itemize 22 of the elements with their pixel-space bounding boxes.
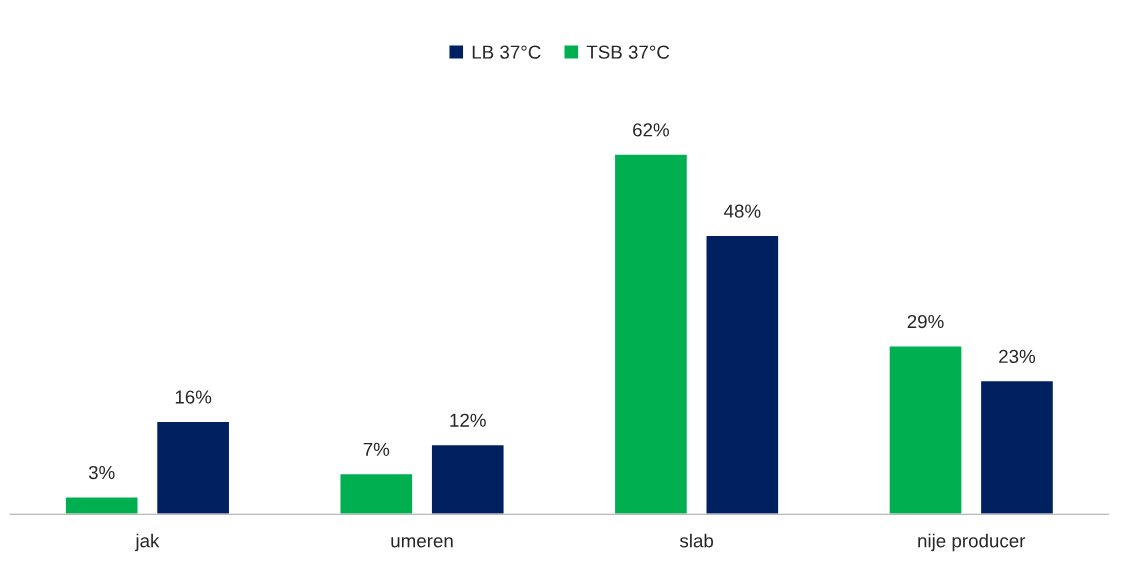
bar [155, 420, 231, 515]
bar [705, 234, 780, 515]
data-label: 62% [633, 123, 669, 137]
bar [64, 496, 139, 515]
bar [613, 153, 689, 515]
x-tick-label: jak [134, 533, 160, 552]
bar [430, 443, 505, 515]
x-tick-label: slab [679, 533, 714, 548]
bar [979, 379, 1055, 515]
data-label: 16% [175, 390, 212, 404]
data-label: 3% [88, 465, 115, 480]
legend-label: TSB 37°C [586, 45, 670, 59]
data-label: 23% [999, 349, 1036, 364]
x-tick-label: nije producer [918, 533, 1026, 552]
bar [339, 472, 414, 515]
legend-label: LB 37°C [472, 45, 541, 59]
x-tick-label: umeren [391, 537, 453, 548]
data-label: 7% [363, 442, 390, 456]
bar [888, 345, 963, 515]
data-label: 48% [724, 204, 761, 218]
data-label: 12% [450, 413, 486, 427]
data-label: 29% [907, 314, 944, 329]
